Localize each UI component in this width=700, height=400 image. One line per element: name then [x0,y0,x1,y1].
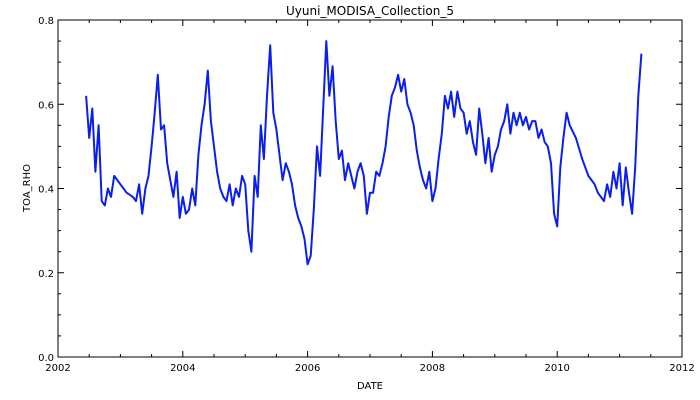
x-tick-label: 2010 [544,363,569,374]
y-tick-label: 0.8 [38,16,54,27]
y-axis-label: TOA_RHO [22,164,33,213]
chart-title: Uyuni_MODISA_Collection_5 [286,4,454,18]
y-tick-label: 0.4 [38,185,54,196]
x-tick-label: 2002 [45,363,70,374]
x-tick-label: 2012 [669,363,694,374]
x-tick-label: 2006 [295,363,320,374]
x-axis-label: DATE [357,381,383,392]
series-line [85,40,643,266]
series-group [85,40,643,266]
y-tick-label: 0.6 [38,100,54,111]
x-tick-label: 2008 [420,363,445,374]
x-tick-label: 2004 [170,363,195,374]
y-axis: 0.0 0.2 0.4 0.6 0.8 [38,16,682,364]
y-tick-label: 0.2 [38,269,54,280]
x-axis: 2002 2004 2006 2008 2010 2012 [45,20,695,374]
y-tick-label: 0.0 [38,353,54,364]
